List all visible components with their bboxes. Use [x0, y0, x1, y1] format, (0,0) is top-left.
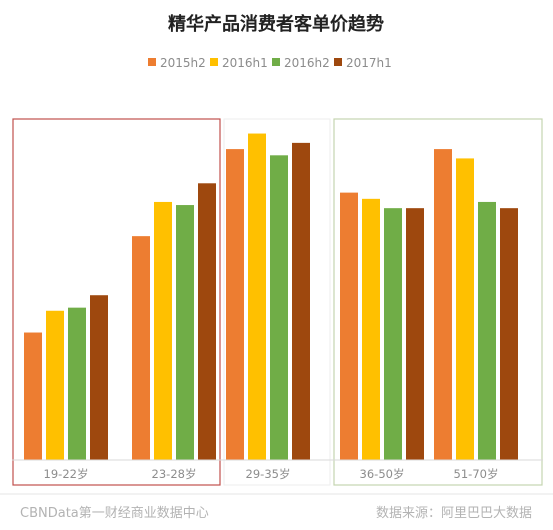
bar-2016h1-4 — [456, 158, 474, 460]
middle-panel-frame — [223, 118, 331, 486]
bar-2017h1-0 — [90, 295, 108, 460]
bar-2017h1-2 — [292, 142, 310, 460]
legend-label-2016h1: 2016h1 — [222, 56, 268, 70]
bar-2016h1-1 — [154, 201, 172, 461]
x-tick-label-4: 51-70岁 — [454, 467, 499, 481]
bar-2016h2-0 — [68, 307, 86, 460]
footer-left: CBNData第一财经商业数据中心 — [20, 506, 209, 521]
chart-title: 精华产品消费者客单价趋势 — [168, 13, 384, 35]
bar-2016h2-1 — [176, 205, 194, 460]
legend-swatch-2016h2 — [272, 58, 280, 66]
bar-2015h2-3 — [340, 192, 358, 461]
bar-2015h2-0 — [24, 332, 42, 460]
x-tick-label-3: 36-50岁 — [360, 467, 405, 481]
bar-2015h2-4 — [434, 149, 452, 460]
bar-2017h1-3 — [406, 208, 424, 460]
bar-2016h2-3 — [384, 208, 402, 460]
bar-2017h1-1 — [198, 183, 216, 461]
legend: 2015h2 2016h1 2016h2 2017h1 — [148, 56, 392, 70]
legend-label-2016h2: 2016h2 — [284, 56, 330, 70]
footer-right: 数据来源：阿里巴巴大数据 — [376, 506, 532, 521]
x-tick-label-2: 29-35岁 — [246, 467, 291, 481]
bar-2016h1-0 — [46, 310, 64, 460]
bar-2017h1-4 — [500, 208, 518, 460]
bar-2016h2-4 — [478, 201, 496, 461]
bar-2015h2-2 — [226, 149, 244, 460]
bar-2015h2-1 — [132, 236, 150, 460]
x-tick-labels: 19-22岁 23-28岁 29-35岁 36-50岁 51-70岁 — [44, 467, 499, 481]
highlight-box-1 — [333, 118, 543, 486]
bars — [24, 133, 518, 461]
bar-2016h1-3 — [362, 198, 380, 460]
legend-swatch-2017h1 — [334, 58, 342, 66]
bar-2016h2-2 — [270, 155, 288, 461]
legend-swatch-2016h1 — [210, 58, 218, 66]
legend-label-2015h2: 2015h2 — [160, 56, 206, 70]
group-boxes — [12, 118, 543, 486]
x-tick-label-1: 23-28岁 — [152, 467, 197, 481]
legend-swatch-2015h2 — [148, 58, 156, 66]
highlight-box-0 — [12, 118, 221, 486]
bar-2016h1-2 — [248, 133, 266, 460]
x-tick-label-0: 19-22岁 — [44, 467, 89, 481]
legend-label-2017h1: 2017h1 — [346, 56, 392, 70]
